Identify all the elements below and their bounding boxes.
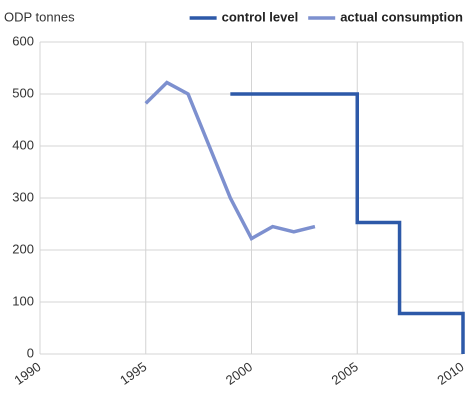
y-tick-label: 300 bbox=[12, 189, 34, 204]
legend-label: actual consumption bbox=[340, 9, 463, 24]
y-tick-label: 0 bbox=[27, 345, 34, 360]
x-tick-label: 1995 bbox=[117, 359, 149, 388]
x-tick-label: 2005 bbox=[329, 359, 361, 388]
y-tick-label: 100 bbox=[12, 293, 34, 308]
x-tick-label: 2010 bbox=[434, 359, 466, 388]
x-tick-label: 2000 bbox=[223, 359, 255, 388]
y-tick-label: 500 bbox=[12, 85, 34, 100]
x-tick-label: 1990 bbox=[11, 359, 43, 388]
data-line bbox=[230, 92, 465, 354]
y-tick-label: 400 bbox=[12, 137, 34, 152]
y-tick-label: 600 bbox=[12, 33, 34, 48]
legend-label: control level bbox=[222, 9, 299, 24]
y-tick-label: 200 bbox=[12, 241, 34, 256]
y-axis-label: ODP tonnes bbox=[4, 9, 75, 24]
data-line bbox=[144, 80, 316, 241]
